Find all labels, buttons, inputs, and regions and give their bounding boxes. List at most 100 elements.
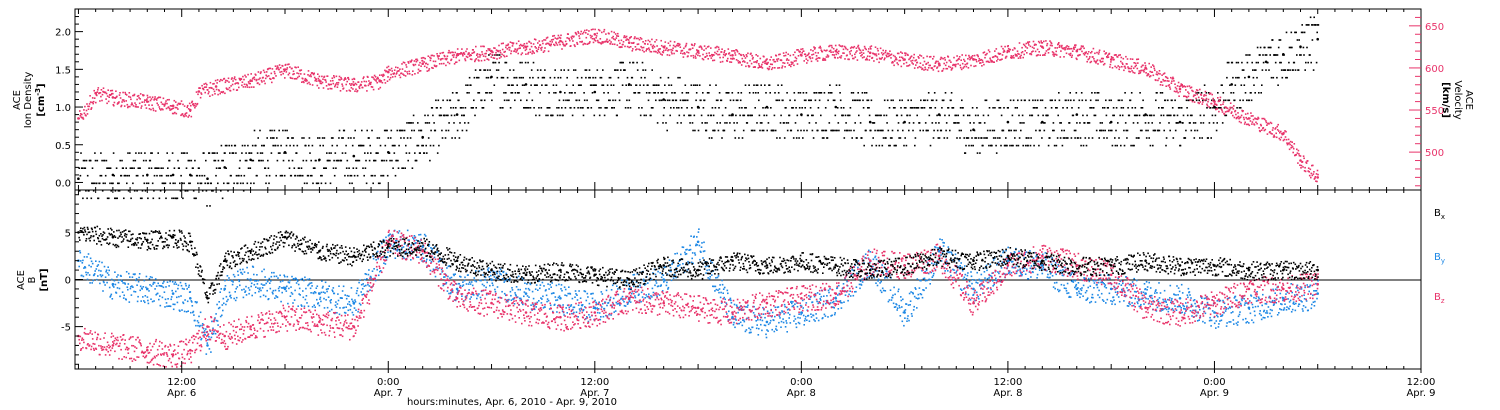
velocity-point	[302, 77, 304, 80]
velocity-point	[803, 60, 805, 62]
ion-density-point	[139, 167, 141, 169]
ion-density-point	[153, 190, 155, 192]
velocity-point	[1193, 94, 1195, 96]
ion-density-point	[733, 129, 736, 132]
velocity-point	[853, 57, 855, 60]
ion-density-point	[277, 144, 279, 147]
velocity-point	[1093, 60, 1096, 62]
velocity-point	[1075, 44, 1077, 46]
ion-density-point	[1163, 129, 1165, 132]
ion-density-point	[306, 182, 308, 185]
velocity-point	[861, 56, 864, 59]
velocity-point	[915, 64, 917, 66]
velocity-point	[1027, 42, 1030, 44]
velocity-point	[1245, 116, 1247, 119]
velocity-point	[808, 52, 810, 55]
ion-density-point	[668, 84, 670, 86]
velocity-point	[681, 49, 684, 52]
velocity-point	[192, 103, 195, 105]
by-point	[214, 332, 217, 335]
velocity-point	[1152, 74, 1155, 77]
velocity-point	[1082, 45, 1084, 48]
ion-density-point	[398, 144, 400, 147]
velocity-point	[115, 90, 117, 92]
ion-density-point	[1252, 76, 1255, 79]
velocity-point	[280, 73, 282, 76]
ion-density-point	[1250, 92, 1252, 94]
ion-density-point	[984, 99, 987, 102]
ion-density-point	[1238, 107, 1241, 109]
ion-density-point	[1241, 61, 1243, 64]
velocity-point	[1028, 41, 1031, 43]
ion-density-point	[101, 190, 104, 192]
ion-density-point	[933, 129, 935, 132]
velocity-point	[1078, 48, 1081, 51]
by-point	[239, 284, 241, 287]
velocity-point	[993, 61, 995, 63]
by-point	[179, 281, 182, 284]
ion-density-point	[266, 137, 268, 139]
ion-density-point	[482, 107, 485, 109]
velocity-point	[1174, 83, 1176, 85]
ion-density-point	[1028, 99, 1031, 102]
velocity-point	[92, 102, 94, 105]
ion-density-point	[294, 174, 297, 177]
velocity-point	[636, 48, 638, 50]
velocity-point	[367, 76, 369, 78]
velocity-point	[208, 87, 211, 89]
velocity-point	[1200, 94, 1203, 96]
by-point	[133, 290, 135, 293]
velocity-point	[466, 48, 468, 50]
velocity-point	[1305, 162, 1308, 164]
ion-density-point	[902, 129, 904, 132]
velocity-point	[146, 98, 148, 100]
velocity-data-point	[834, 49, 838, 53]
ion-density-point	[256, 152, 259, 154]
velocity-point	[789, 63, 791, 66]
velocity-point	[322, 78, 324, 80]
ion-density-point	[529, 107, 532, 109]
ion-density-point	[453, 122, 455, 124]
velocity-point	[529, 51, 532, 53]
velocity-point	[785, 59, 788, 61]
ion-density-point	[619, 61, 621, 64]
ion-density-point	[1050, 107, 1053, 109]
velocity-point	[927, 67, 930, 69]
ion-density-point	[165, 197, 167, 200]
velocity-point	[339, 79, 341, 81]
velocity-point	[1031, 46, 1034, 49]
velocity-point	[143, 101, 146, 103]
ion-density-point	[423, 152, 426, 154]
ion-density-point	[1289, 69, 1291, 71]
velocity-point	[644, 40, 647, 42]
ion-density-point	[1290, 31, 1293, 34]
by-point	[152, 281, 155, 284]
by-point	[296, 279, 298, 281]
by-point	[228, 277, 230, 279]
velocity-point	[1196, 93, 1198, 96]
ion-density-point	[985, 99, 988, 102]
ion-density-point	[436, 107, 438, 109]
velocity-point	[303, 73, 306, 75]
velocity-point	[124, 91, 126, 94]
velocity-point	[496, 58, 498, 60]
velocity-point	[294, 77, 297, 80]
by-point	[216, 303, 218, 306]
ion-density-point	[579, 107, 582, 109]
ion-density-point	[773, 129, 775, 132]
velocity-point	[884, 57, 886, 59]
velocity-point	[589, 34, 592, 37]
ion-density-point	[450, 114, 453, 117]
velocity-point	[1254, 117, 1257, 120]
velocity-point	[1253, 124, 1256, 126]
ion-density-point	[1198, 99, 1200, 102]
ion-density-point	[1225, 114, 1228, 117]
by-point	[280, 300, 282, 303]
by-point	[252, 266, 255, 268]
velocity-point	[438, 55, 440, 57]
velocity-point	[207, 92, 210, 95]
ion-density-point	[808, 99, 810, 102]
ion-density-point	[1284, 69, 1287, 71]
ion-density-point	[564, 92, 566, 94]
ion-density-point	[207, 182, 209, 185]
